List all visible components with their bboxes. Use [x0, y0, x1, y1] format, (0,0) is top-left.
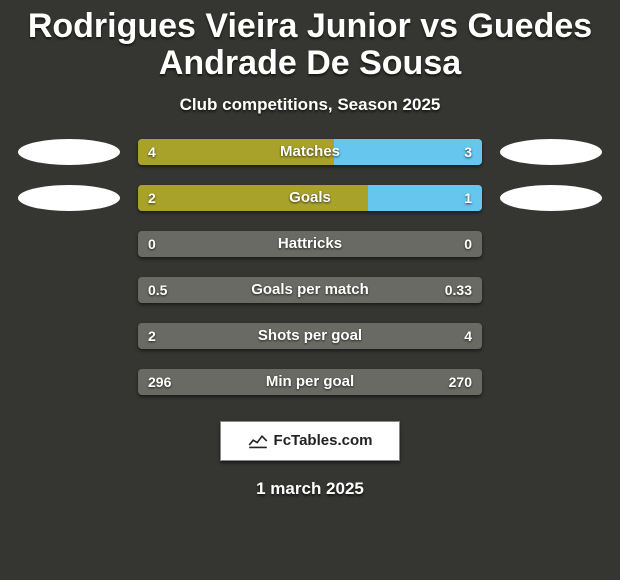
stat-label: Hattricks — [138, 231, 482, 257]
stat-bar: 2 4Shots per goal — [138, 323, 482, 349]
stat-bar: 21Goals — [138, 185, 482, 211]
stat-value-left: 0.5 — [148, 277, 167, 303]
stat-bar: 296 270Min per goal — [138, 369, 482, 395]
stat-row: 296 270Min per goal — [10, 369, 610, 395]
right-oval-slot — [500, 231, 602, 257]
player-left-oval — [18, 185, 120, 211]
stat-value-left: 2 — [148, 323, 156, 349]
left-oval-slot — [18, 139, 120, 165]
bar-right-segment — [368, 185, 482, 211]
source-badge-text: FcTables.com — [274, 432, 373, 449]
stat-row: 21Goals — [10, 185, 610, 211]
left-oval-slot — [18, 277, 120, 303]
bar-left-segment — [138, 185, 368, 211]
stat-bar: 0.5 0.33Goals per match — [138, 277, 482, 303]
bar-right-segment — [334, 139, 482, 165]
stat-row: 0.5 0.33Goals per match — [10, 277, 610, 303]
left-oval-slot — [18, 323, 120, 349]
stat-value-left: 296 — [148, 369, 171, 395]
left-oval-slot — [18, 185, 120, 211]
date-label: 1 march 2025 — [0, 479, 620, 499]
player-right-oval — [500, 185, 602, 211]
stat-bar: 43Matches — [138, 139, 482, 165]
stat-label: Min per goal — [138, 369, 482, 395]
right-oval-slot — [500, 323, 602, 349]
stat-value-right: 0.33 — [445, 277, 472, 303]
right-oval-slot — [500, 369, 602, 395]
page-title: Rodrigues Vieira Junior vs Guedes Andrad… — [0, 0, 620, 87]
stat-value-right: 270 — [449, 369, 472, 395]
right-oval-slot — [500, 185, 602, 211]
right-oval-slot — [500, 277, 602, 303]
right-oval-slot — [500, 139, 602, 165]
stat-label: Shots per goal — [138, 323, 482, 349]
player-left-oval — [18, 139, 120, 165]
player-right-oval — [500, 139, 602, 165]
bar-left-segment — [138, 139, 334, 165]
left-oval-slot — [18, 369, 120, 395]
stat-value-left: 0 — [148, 231, 156, 257]
stat-label: Goals per match — [138, 277, 482, 303]
stat-row: 2 4Shots per goal — [10, 323, 610, 349]
stat-row: 0 0Hattricks — [10, 231, 610, 257]
stat-value-right: 4 — [464, 323, 472, 349]
left-oval-slot — [18, 231, 120, 257]
subtitle: Club competitions, Season 2025 — [0, 95, 620, 115]
chart-icon — [248, 433, 268, 449]
stats-container: 43Matches 21Goals 0 0Hattricks 0.5 0.33Goals … — [0, 139, 620, 395]
stat-bar: 0 0Hattricks — [138, 231, 482, 257]
stat-row: 43Matches — [10, 139, 610, 165]
source-badge: FcTables.com — [220, 421, 400, 461]
stat-value-right: 0 — [464, 231, 472, 257]
